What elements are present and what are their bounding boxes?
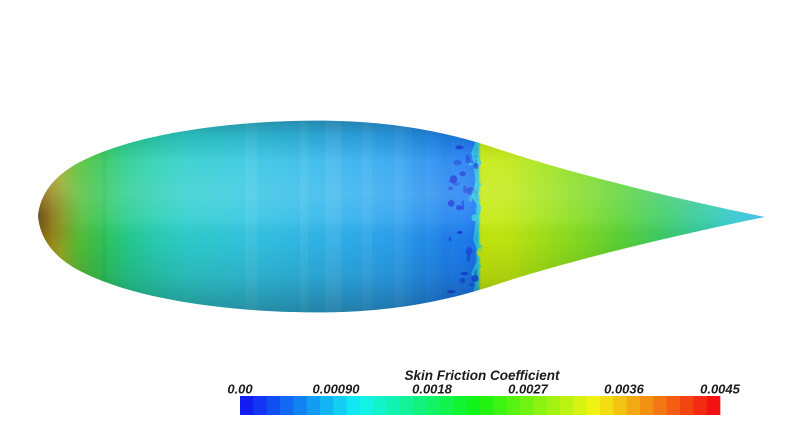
colorbar-tick-label: 0.0027 bbox=[508, 382, 549, 397]
colorbar-segment bbox=[426, 396, 441, 415]
hull-body bbox=[38, 120, 765, 313]
colorbar-segment bbox=[573, 396, 588, 415]
colorbar-segment bbox=[373, 396, 388, 415]
colorbar-segment bbox=[626, 396, 641, 415]
colorbar-segment bbox=[560, 396, 574, 415]
colorbar-tick-label: 0.00090 bbox=[313, 382, 361, 397]
colorbar-segment bbox=[253, 396, 268, 415]
colorbar-gradient-bar bbox=[240, 396, 721, 415]
colorbar-segment bbox=[546, 396, 561, 415]
colorbar-segment bbox=[666, 396, 681, 415]
colorbar-segment bbox=[640, 396, 654, 415]
colorbar-segment bbox=[586, 396, 601, 415]
colorbar-segment bbox=[533, 396, 548, 415]
colorbar-segment bbox=[293, 396, 308, 415]
colorbar-segment bbox=[466, 396, 481, 415]
colorbar-tick-label: 0.0036 bbox=[604, 382, 645, 397]
colorbar-segment bbox=[280, 396, 294, 415]
colorbar-segment bbox=[240, 396, 254, 415]
colorbar-segment bbox=[493, 396, 508, 415]
colorbar-tick-labels: 0.00 0.00090 0.0018 0.0027 0.0036 0.0045 bbox=[227, 382, 740, 397]
colorbar-segment bbox=[333, 396, 348, 415]
colorbar-segment bbox=[480, 396, 494, 415]
colorbar-tick-label: 0.00 bbox=[227, 382, 253, 397]
nose-tip-shadow bbox=[38, 120, 765, 313]
colorbar-segment bbox=[440, 396, 454, 415]
colorbar-segment bbox=[346, 396, 361, 415]
colorbar-segment bbox=[706, 396, 721, 415]
colorbar-segment bbox=[320, 396, 334, 415]
colorbar-segment bbox=[360, 396, 374, 415]
colorbar-segment bbox=[520, 396, 534, 415]
colorbar-segment bbox=[693, 396, 708, 415]
colorbar-segment bbox=[600, 396, 614, 415]
colorbar-segment bbox=[613, 396, 628, 415]
colorbar-segment bbox=[400, 396, 414, 415]
colorbar-segment bbox=[306, 396, 321, 415]
colorbar-segment bbox=[506, 396, 521, 415]
colorbar-segment bbox=[413, 396, 428, 415]
colorbar-segment bbox=[680, 396, 694, 415]
colorbar-segment bbox=[266, 396, 281, 415]
colorbar-tick-label: 0.0018 bbox=[412, 382, 453, 397]
colorbar-segment bbox=[653, 396, 668, 415]
colorbar-tick-label: 0.0045 bbox=[700, 382, 741, 397]
colorbar-segment bbox=[386, 396, 401, 415]
colorbar-legend: Skin Friction Coefficient 0.00 0.00090 0.0… bbox=[227, 368, 741, 415]
colorbar-title: Skin Friction Coefficient bbox=[404, 368, 560, 383]
colorbar-segment bbox=[453, 396, 468, 415]
